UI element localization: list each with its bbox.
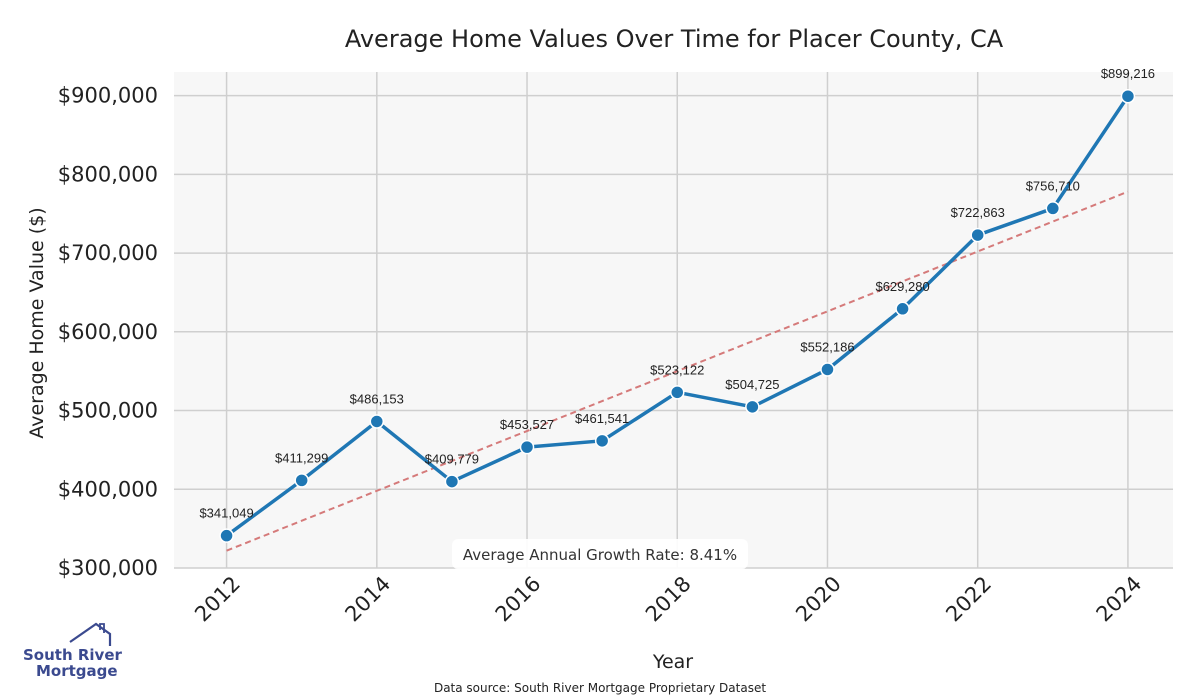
growth-annotation: Average Annual Growth Rate: 8.41% [452,539,748,569]
y-tick-label: $800,000 [58,162,158,186]
data-point [670,385,685,400]
data-label: $411,299 [275,450,328,465]
logo-line2: Mortgage [36,662,118,680]
series-layer [219,88,1136,543]
data-point [1120,88,1136,104]
data-point [745,399,760,415]
data-label: $722,863 [951,205,1005,220]
company-logo: South River Mortgage [23,622,123,680]
x-tick-label: 2022 [941,572,996,627]
data-point [895,301,910,317]
data-point [820,362,835,377]
data-label: $486,153 [350,391,404,406]
y-tick-label: $400,000 [58,477,158,501]
data-label: $899,216 [1101,66,1155,81]
data-point [444,474,460,489]
data-label: $523,122 [650,362,704,377]
x-tick-label: 2020 [791,572,846,627]
growth-annotation-box [452,539,748,569]
data-label: $461,541 [575,411,629,426]
x-tick-label: 2018 [641,572,696,627]
chart-title: Average Home Values Over Time for Placer… [345,25,1004,53]
data-label: $453,527 [500,417,554,432]
growth-annotation-text: Average Annual Growth Rate: 8.41% [463,546,737,564]
x-tick-label: 2012 [190,572,245,627]
trend-line [226,190,1129,552]
data-point [294,473,309,488]
y-tick-label: $700,000 [58,241,158,265]
y-tick-label: $300,000 [58,556,158,580]
logo-line1: South River [23,646,123,664]
data-point [519,439,535,455]
data-label: $552,186 [800,339,854,354]
data-point [594,433,610,449]
grid [174,72,1173,569]
data-label: $341,049 [199,506,253,521]
data-point [219,528,234,543]
y-tick-label: $900,000 [58,84,158,108]
data-label: $629,280 [875,279,929,294]
x-axis-label: Year [652,651,693,673]
y-tick-label: $600,000 [58,320,158,344]
x-tick-label: 2016 [491,572,546,627]
trend-layer [226,190,1129,552]
data-point [970,227,985,243]
x-tick-label: 2014 [340,572,395,627]
source-note: Data source: South River Mortgage Propri… [434,681,766,695]
data-point [369,414,385,429]
house-roof-icon [69,622,112,646]
x-tick-label: 2024 [1092,572,1147,627]
data-point [1045,201,1061,216]
chimney-icon [99,623,105,633]
data-label: $504,725 [725,377,779,392]
data-label: $756,710 [1026,178,1080,193]
y-tick-label: $500,000 [58,399,158,423]
data-labels: $341,049 $411,299 $486,153 $409,779 $453,527… [199,66,1155,520]
data-label: $409,779 [425,452,479,467]
plot-area [174,72,1173,568]
y-axis-label: Average Home Value ($) [26,207,48,438]
